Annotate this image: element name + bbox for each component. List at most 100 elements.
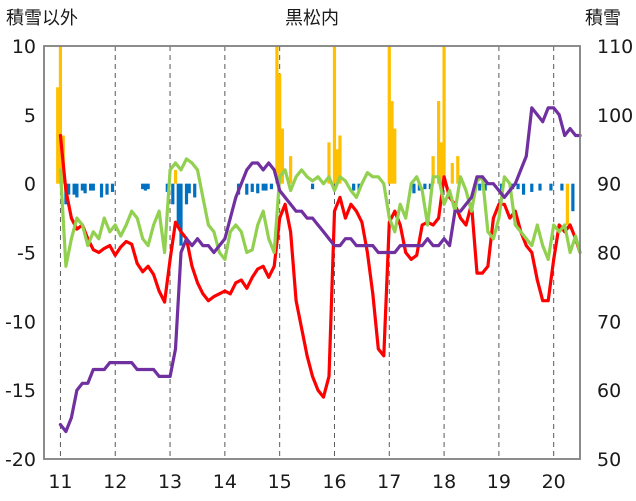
bar-4-17 <box>179 183 183 246</box>
bar-4-6 <box>88 183 93 191</box>
bar-3-17 <box>439 142 443 184</box>
point-2-1 <box>64 430 68 433</box>
point-1-20 <box>168 168 172 172</box>
point-0-8 <box>102 246 106 250</box>
point-0-37 <box>261 264 265 268</box>
bar-3-7 <box>289 156 293 184</box>
point-2-67 <box>426 237 430 241</box>
point-1-66 <box>420 189 424 192</box>
point-1-27 <box>207 223 210 227</box>
point-0-27 <box>207 299 210 303</box>
point-0-76 <box>475 271 479 275</box>
bar-3-10 <box>335 149 339 184</box>
point-0-21 <box>174 220 177 224</box>
bar-3-1 <box>58 46 63 184</box>
point-2-58 <box>376 251 380 254</box>
point-1-80 <box>497 216 501 220</box>
right-y-tick-label: 90 <box>597 174 621 196</box>
bar-4-3 <box>75 183 79 198</box>
bar-4-22 <box>245 183 249 195</box>
plot-frame <box>43 45 581 460</box>
point-1-1 <box>64 264 68 268</box>
point-1-26 <box>201 196 205 199</box>
point-2-17 <box>152 368 156 371</box>
point-2-50 <box>333 244 336 248</box>
point-2-13 <box>130 361 134 365</box>
left-y-tick-label: 0 <box>24 174 36 196</box>
point-1-52 <box>344 179 347 183</box>
bar-4-9 <box>105 183 109 195</box>
left-axis-label: 積雪以外 <box>6 8 78 29</box>
point-2-82 <box>508 189 512 192</box>
point-2-72 <box>453 209 457 213</box>
point-2-87 <box>535 113 539 117</box>
x-tick-label: 12 <box>103 471 127 493</box>
point-0-16 <box>146 264 150 268</box>
bar-4-27 <box>269 183 274 190</box>
point-1-13 <box>130 209 134 213</box>
point-2-88 <box>541 120 545 124</box>
point-2-47 <box>316 223 320 227</box>
point-2-66 <box>420 244 424 248</box>
point-2-91 <box>557 113 561 117</box>
point-1-36 <box>256 223 260 227</box>
point-0-53 <box>349 202 353 206</box>
point-0-68 <box>431 223 435 227</box>
point-1-6 <box>91 230 95 234</box>
point-0-13 <box>130 242 134 246</box>
point-1-34 <box>245 251 249 254</box>
point-2-33 <box>239 182 243 186</box>
point-2-59 <box>382 251 386 254</box>
point-0-22 <box>179 230 183 234</box>
point-1-87 <box>535 223 539 227</box>
point-1-54 <box>354 196 358 199</box>
point-0-78 <box>486 264 490 268</box>
point-2-84 <box>519 168 523 172</box>
point-1-53 <box>349 189 353 192</box>
point-1-68 <box>431 175 435 179</box>
point-0-85 <box>524 244 528 248</box>
point-0-73 <box>459 216 462 220</box>
point-1-16 <box>146 244 150 248</box>
point-2-11 <box>119 361 123 365</box>
bar-3-4 <box>275 46 279 184</box>
point-0-39 <box>272 264 276 268</box>
point-1-5 <box>86 244 90 248</box>
point-0-91 <box>557 223 561 227</box>
point-2-52 <box>344 237 347 241</box>
point-0-62 <box>398 223 402 227</box>
point-2-73 <box>459 209 462 213</box>
point-0-44 <box>300 326 303 330</box>
point-1-79 <box>492 237 495 241</box>
point-1-21 <box>174 161 177 165</box>
point-0-66 <box>420 223 424 227</box>
bar-4-34 <box>428 183 432 190</box>
point-0-45 <box>305 354 309 358</box>
bar-3-12 <box>387 46 391 184</box>
point-0-38 <box>267 275 271 279</box>
point-1-18 <box>157 209 161 213</box>
point-2-37 <box>261 168 265 172</box>
point-1-51 <box>338 175 342 179</box>
point-0-82 <box>508 216 512 220</box>
x-tick-label: 17 <box>377 471 401 493</box>
point-2-70 <box>442 237 446 241</box>
point-1-92 <box>563 223 567 227</box>
bar-4-25 <box>261 183 265 191</box>
point-2-68 <box>431 244 435 248</box>
series-line-1 <box>58 157 582 268</box>
point-0-90 <box>552 257 556 261</box>
point-0-25 <box>196 281 199 285</box>
x-tick-label: 20 <box>542 471 566 493</box>
point-2-10 <box>113 361 117 365</box>
point-1-19 <box>163 251 166 254</box>
point-0-0 <box>59 134 62 137</box>
bar-4-42 <box>538 183 542 191</box>
point-0-57 <box>371 292 375 296</box>
point-1-40 <box>278 175 282 179</box>
point-2-26 <box>201 244 205 248</box>
point-2-19 <box>163 375 166 378</box>
bar-4-23 <box>250 183 254 192</box>
bar-4-24 <box>256 183 260 194</box>
point-2-24 <box>190 244 194 248</box>
